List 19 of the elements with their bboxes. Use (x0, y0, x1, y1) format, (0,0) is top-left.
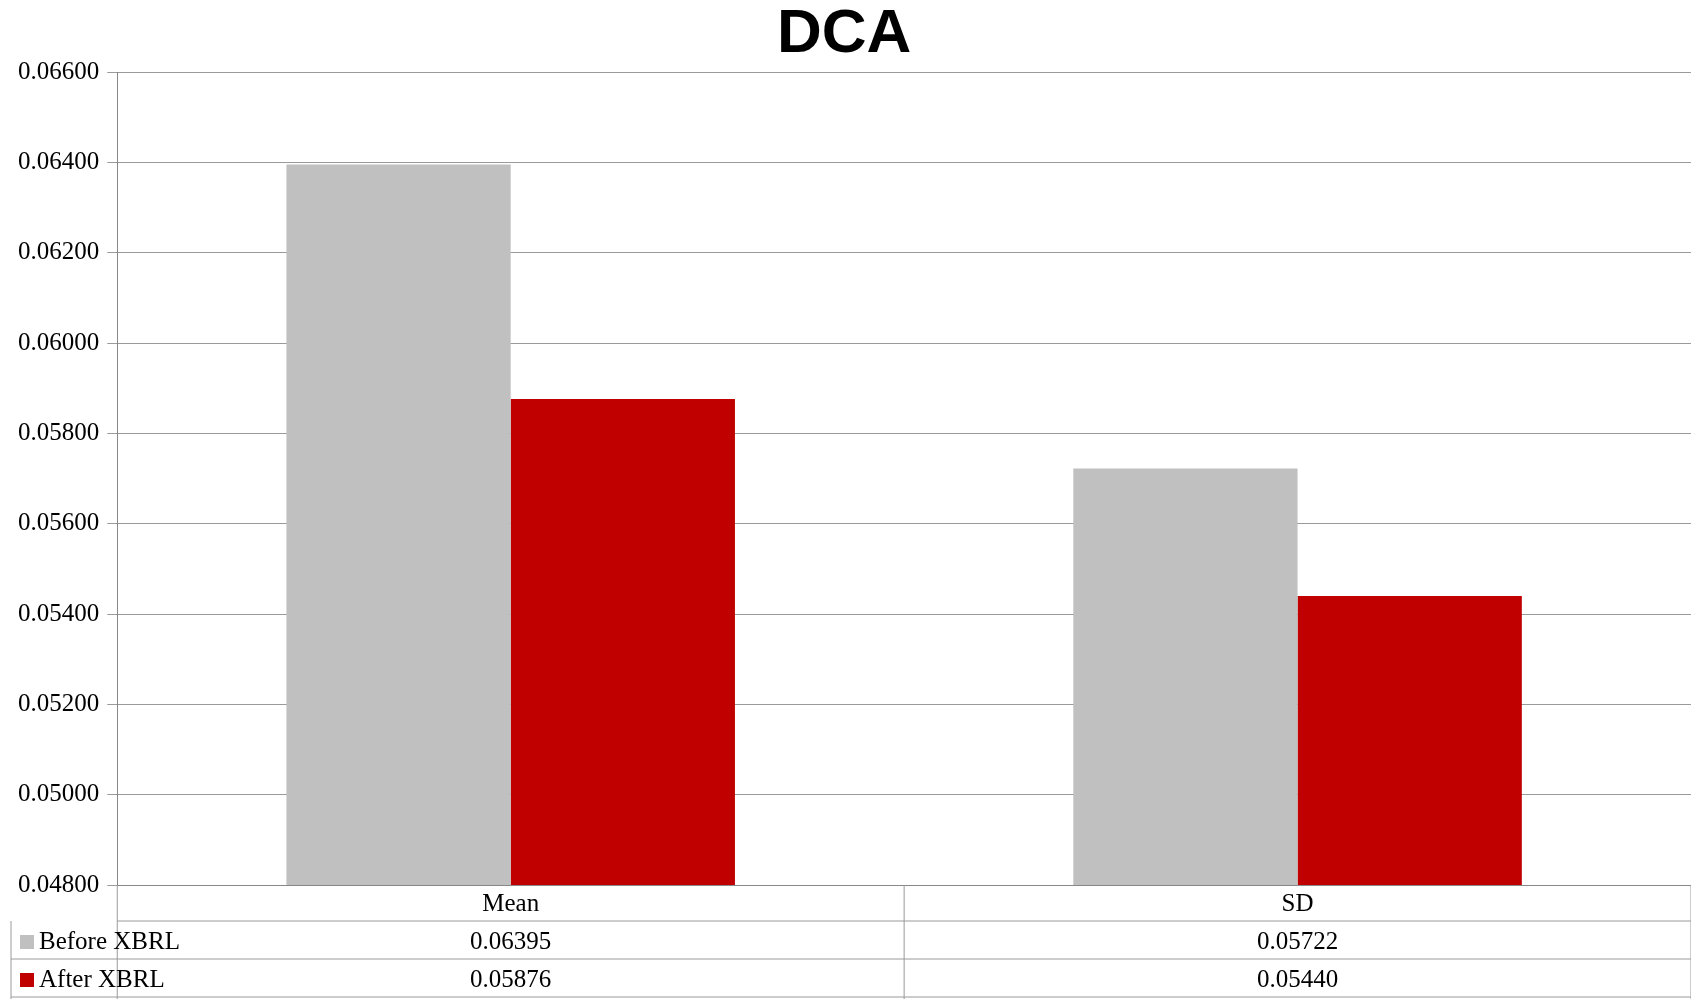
y-tick-label: 0.05600 (18, 508, 100, 536)
x-tick-label: Mean (482, 888, 540, 916)
legend-label: Before XBRL (39, 926, 180, 954)
y-tick-label: 0.06200 (18, 237, 100, 265)
chart-title: DCA (776, 0, 912, 66)
data-label: 0.05722 (1256, 926, 1339, 954)
y-tick-label: 0.06400 (18, 146, 100, 174)
y-tick-label: 0.06600 (18, 56, 100, 84)
y-tick-label: 0.05800 (18, 417, 100, 445)
legend-label: After XBRL (39, 964, 165, 992)
data-label: 0.05440 (1256, 964, 1339, 992)
y-tick-label: 0.04800 (18, 869, 100, 897)
data-label: 0.05876 (470, 964, 552, 992)
data-label: 0.06395 (470, 926, 552, 954)
y-tick-label: 0.05400 (18, 598, 100, 626)
y-tick-label: 0.06000 (18, 327, 100, 355)
x-tick-label: SD (1281, 888, 1314, 916)
y-tick-label: 0.05000 (18, 779, 100, 807)
y-tick-label: 0.05200 (18, 688, 100, 716)
